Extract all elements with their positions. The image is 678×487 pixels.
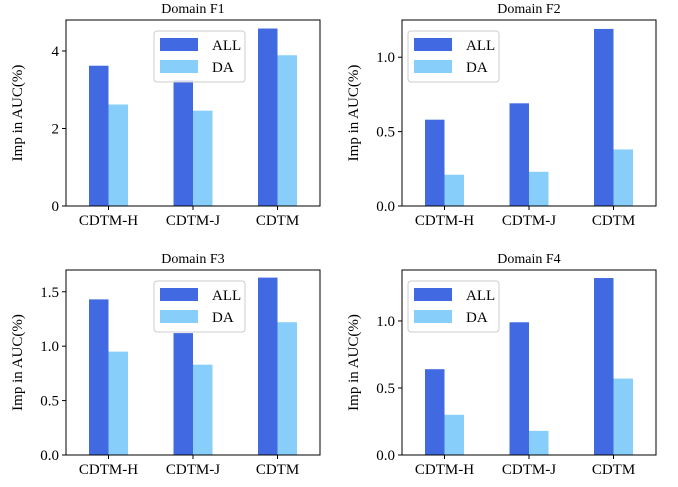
legend-label-da: DA [466,60,488,76]
y-tick-label: 2 [52,122,60,138]
y-tick-label: 0.5 [40,394,59,410]
y-tick-label: 0.0 [376,448,395,464]
chart-title: Domain F4 [497,252,560,267]
bar-all-cdtm-h [89,65,109,206]
x-tick-label: CDTM-J [502,213,556,229]
bar-da-cdtm [277,322,297,455]
x-tick-label: CDTM-H [415,462,474,478]
subplot-1: Domain F1 Imp in AUC(%) 0 2 4 CDTM-H CDTM-J CDT… [10,2,321,229]
y-tick-label: 0.5 [376,125,395,141]
legend-label-all: ALL [212,288,241,304]
bar-da-cdtm-j [193,364,213,455]
x-tick-label: CDTM-H [79,462,138,478]
legend-label-all: ALL [466,288,495,304]
legend-swatch-all [160,288,198,301]
x-tick-label: CDTM-H [415,213,474,229]
y-axis-label: Imp in AUC(%) [10,65,26,162]
legend-label-all: ALL [212,38,241,54]
chart-title: Domain F2 [497,2,560,17]
x-tick-label: CDTM-J [166,462,220,478]
bar-da-cdtm-h [444,174,464,206]
legend: ALL DA [153,280,246,333]
legend-label-da: DA [466,310,488,326]
bar-all-cdtm [258,28,278,207]
y-tick-label: 1.5 [40,285,59,301]
legend-swatch-da [414,60,452,73]
y-tick-label: 0.5 [376,381,395,397]
bar-da-cdtm-j [193,110,213,206]
legend-swatch-da [414,310,452,323]
x-tick-label: CDTM-J [166,213,220,229]
y-axis-label: Imp in AUC(%) [346,65,362,162]
chart-title: Domain F3 [161,252,224,267]
bar-da-cdtm-j [529,171,549,206]
bar-da-cdtm-h [108,351,128,455]
subplot-3: Domain F3 Imp in AUC(%) 0.0 0.5 1.0 1.5 CDTM-H… [10,252,321,478]
bar-all-cdtm-h [425,119,445,206]
y-tick-label: 1.0 [40,339,59,355]
x-tick-label: CDTM [256,462,299,478]
bar-all-cdtm-h [89,299,109,455]
bar-all-cdtm [594,278,614,455]
y-tick-label: 1.0 [376,314,395,330]
bar-da-cdtm [613,149,633,206]
bar-da-cdtm [277,55,297,207]
legend-label-all: ALL [466,38,495,54]
bar-all-cdtm-j [173,333,193,455]
bar-da-cdtm [613,378,633,455]
x-tick-label: CDTM [592,462,635,478]
x-tick-label: CDTM [592,213,635,229]
subplot-2: Domain F2 Imp in AUC(%) 0.0 0.5 1.0 CDTM-H CDT… [346,2,657,229]
bar-da-cdtm-h [444,414,464,455]
legend-swatch-da [160,310,198,323]
y-tick-label: 0.0 [40,448,59,464]
legend-swatch-all [160,38,198,51]
x-tick-label: CDTM-H [79,213,138,229]
chart-title: Domain F1 [161,2,224,17]
legend-swatch-da [160,60,198,73]
y-tick-label: 4 [52,44,60,60]
legend: ALL DA [407,30,500,83]
bar-all-cdtm-j [509,103,529,206]
legend-label-da: DA [212,60,234,76]
legend-label-da: DA [212,310,234,326]
y-tick-label: 0 [52,199,60,215]
bar-all-cdtm-h [425,369,445,455]
y-tick-label: 1.0 [376,50,395,66]
legend: ALL DA [153,30,246,83]
bar-all-cdtm-j [509,322,529,455]
y-axis-label: Imp in AUC(%) [346,314,362,411]
legend-swatch-all [414,288,452,301]
bar-da-cdtm-h [108,104,128,206]
bar-da-cdtm-j [529,430,549,455]
bar-all-cdtm-j [173,80,193,206]
legend: ALL DA [407,280,500,333]
subplot-4: Domain F4 Imp in AUC(%) 0.0 0.5 1.0 CDTM-H CDT… [346,252,657,478]
legend-swatch-all [414,38,452,51]
y-axis-label: Imp in AUC(%) [10,314,26,411]
y-tick-label: 0.0 [376,199,395,215]
bar-all-cdtm [258,277,278,455]
x-tick-label: CDTM [256,213,299,229]
x-tick-label: CDTM-J [502,462,556,478]
bar-all-cdtm [594,28,614,207]
